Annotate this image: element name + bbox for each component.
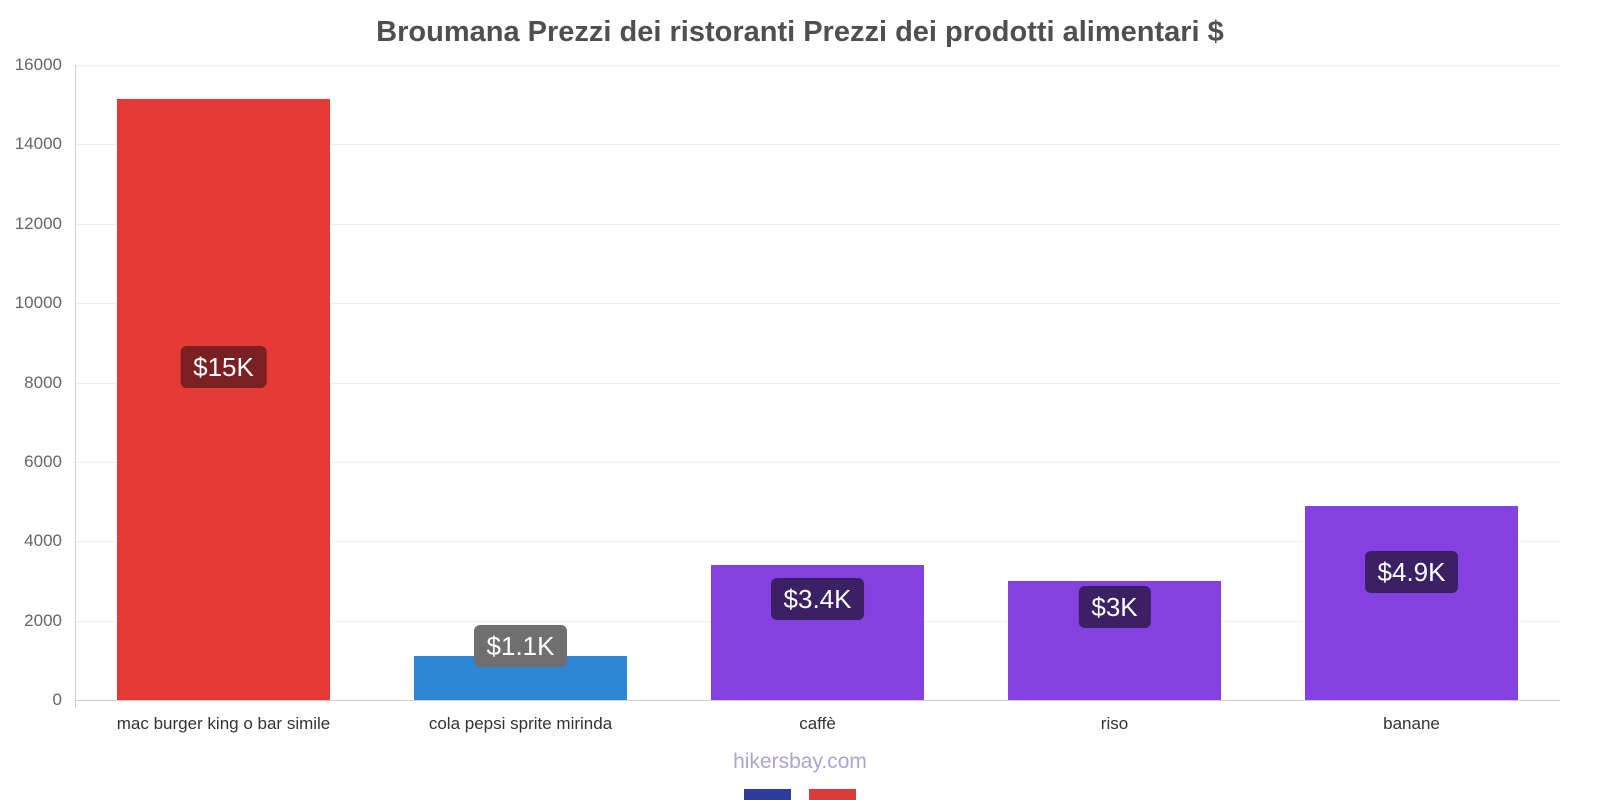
gridline — [75, 461, 1560, 463]
gridline — [75, 541, 1560, 543]
flag-strip-segment-0 — [744, 789, 792, 800]
y-axis-line — [75, 65, 76, 708]
y-axis-tick-label: 0 — [52, 690, 62, 709]
footer-watermark: hikersbay.com — [733, 750, 867, 773]
chart-title: Broumana Prezzi dei ristoranti Prezzi de… — [376, 16, 1224, 48]
bar-value-label: $15K — [180, 345, 267, 388]
gridline — [75, 700, 1560, 701]
gridline — [75, 144, 1560, 146]
y-axis-tick-label: 4000 — [24, 531, 62, 551]
bar-0 — [116, 98, 331, 700]
x-category-label: riso — [1100, 714, 1129, 733]
bar-value-label: $3.4K — [770, 577, 865, 620]
x-category-label: cola pepsi sprite mirinda — [428, 714, 613, 733]
y-axis-tick-label: 14000 — [14, 134, 62, 154]
y-axis-tick-label: 16000 — [14, 55, 62, 74]
bar-value-label: $1.1K — [473, 625, 568, 668]
y-axis-tick-label: 2000 — [24, 610, 62, 630]
gridline — [75, 303, 1560, 305]
flag-strip-segment-1 — [791, 789, 809, 800]
flag-strip-segment-2 — [808, 789, 856, 800]
gridline — [75, 382, 1560, 384]
gridline — [75, 65, 1560, 66]
gridline — [75, 223, 1560, 225]
flag-strip — [744, 789, 856, 800]
x-category-label: banane — [1383, 714, 1440, 733]
bar-value-label: $4.9K — [1364, 550, 1459, 593]
y-axis-tick-label: 6000 — [24, 451, 62, 471]
bar-value-label: $3K — [1078, 585, 1151, 628]
x-category-label: caffè — [799, 714, 836, 733]
y-axis-tick-label: 8000 — [24, 372, 62, 392]
y-axis-tick-label: 12000 — [14, 213, 62, 233]
x-category-label: mac burger king o bar simile — [116, 714, 331, 733]
bar-4 — [1304, 505, 1519, 700]
y-axis-tick-label: 10000 — [14, 293, 62, 313]
